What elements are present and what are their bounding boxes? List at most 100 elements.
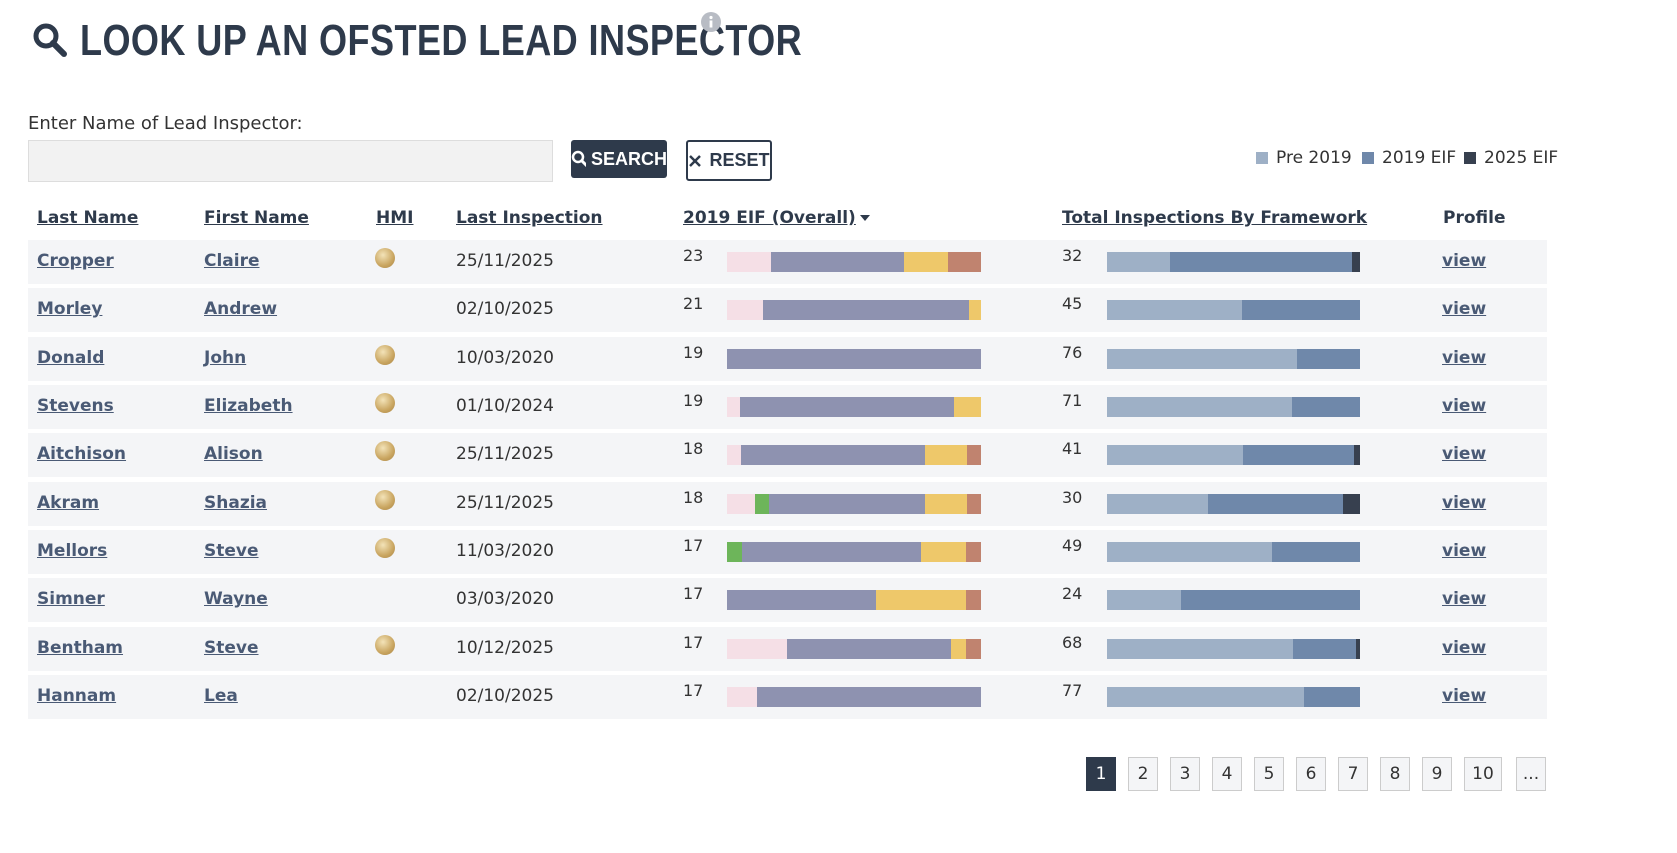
eif-bar — [727, 348, 981, 369]
framework-segment — [1107, 493, 1209, 514]
page-button[interactable]: 3 — [1170, 757, 1200, 791]
last-name-link[interactable]: Cropper — [37, 251, 114, 271]
page-button[interactable]: 9 — [1422, 757, 1452, 791]
hmi-badge — [375, 634, 395, 655]
profile-link[interactable]: view — [1442, 396, 1487, 417]
eif-total: 23 — [683, 246, 704, 265]
framework-segment — [1107, 590, 1181, 611]
last-name-link[interactable]: Simner — [37, 589, 105, 610]
last-name-link[interactable]: Stevens — [37, 396, 114, 417]
column-header[interactable]: HMI — [376, 208, 413, 228]
profile-link[interactable]: view — [1442, 444, 1487, 465]
total-inspections: 30 — [1062, 487, 1083, 507]
eif-segment — [727, 348, 981, 369]
eif-segment — [966, 638, 981, 659]
eif-bar — [727, 445, 981, 466]
last-name-link[interactable]: Aitchison — [37, 444, 127, 465]
framework-segment — [1107, 638, 1294, 659]
first-name-link[interactable]: Wayne — [204, 589, 268, 610]
eif-bar — [727, 687, 981, 708]
profile-link[interactable]: view — [1442, 492, 1487, 513]
first-name-link[interactable]: Alison — [204, 444, 263, 465]
framework-segment — [1180, 590, 1360, 611]
first-name-link[interactable]: Claire — [204, 251, 260, 271]
last-name-link[interactable]: Bentham — [37, 637, 124, 658]
last-name-link[interactable]: Hannam — [37, 686, 117, 707]
framework-bar — [1107, 542, 1360, 563]
total-inspections: 24 — [1062, 584, 1083, 604]
legend-swatch — [1464, 152, 1476, 164]
last-inspection: 25/11/2025 — [456, 492, 554, 513]
eif-segment — [727, 445, 742, 466]
column-header[interactable]: Last Inspection — [456, 208, 603, 228]
profile-link[interactable]: view — [1442, 686, 1487, 707]
page-button[interactable]: 4 — [1212, 757, 1242, 791]
reset-button-text: RESET — [709, 150, 770, 170]
table-row: Mellors Steve 11/03/2020 17 49 view — [28, 530, 1547, 575]
search-label: Enter Name of Lead Inspector: — [28, 113, 303, 134]
eif-segment — [966, 542, 981, 563]
eif-total: 17 — [683, 681, 704, 701]
search-button-text: SEARCH — [590, 148, 667, 169]
first-name-link[interactable]: Steve — [204, 637, 259, 658]
profile-link[interactable]: view — [1442, 251, 1487, 271]
hmi-badge — [375, 441, 395, 462]
framework-bar — [1107, 252, 1360, 272]
first-name-link[interactable]: Elizabeth — [204, 396, 293, 417]
profile-link[interactable]: view — [1442, 541, 1487, 562]
profile-link[interactable]: view — [1442, 347, 1487, 368]
last-name-link[interactable]: Akram — [37, 492, 100, 513]
eif-segment — [924, 445, 967, 466]
page-button[interactable]: 2 — [1128, 757, 1158, 791]
last-name-link[interactable]: Mellors — [37, 541, 108, 562]
eif-segment — [763, 300, 969, 321]
info-icon[interactable] — [701, 12, 721, 32]
first-name-link[interactable]: Andrew — [204, 299, 278, 320]
framework-bar — [1107, 300, 1360, 321]
legend-item: Pre 2019 — [1256, 148, 1352, 168]
page-button[interactable]: ... — [1516, 757, 1546, 791]
table-row: Donald John 10/03/2020 19 76 view — [28, 336, 1547, 381]
profile-link[interactable]: view — [1442, 637, 1487, 658]
legend-item: 2019 EIF — [1362, 148, 1456, 168]
last-inspection: 02/10/2025 — [456, 299, 554, 320]
column-header[interactable]: Total Inspections By Framework — [1062, 208, 1367, 228]
page-button[interactable]: 8 — [1380, 757, 1410, 791]
first-name-link[interactable]: Lea — [204, 686, 238, 707]
eif-total: 17 — [683, 536, 704, 556]
last-name-link[interactable]: Morley — [37, 299, 103, 320]
framework-segment — [1107, 445, 1243, 466]
page-button[interactable]: 5 — [1254, 757, 1284, 791]
framework-segment — [1107, 687, 1305, 708]
eif-bar — [727, 300, 981, 321]
reset-button[interactable]: RESET — [686, 140, 772, 181]
column-header-text: Last Name — [37, 208, 139, 228]
first-name-link[interactable]: Steve — [204, 541, 259, 562]
last-name-link[interactable]: Donald — [37, 347, 105, 368]
eif-total: 18 — [683, 487, 704, 507]
page-button[interactable]: 10 — [1464, 757, 1502, 791]
table-row: Akram Shazia 25/11/2025 18 30 view — [28, 481, 1547, 526]
name-input[interactable] — [28, 140, 553, 182]
last-inspection: 10/03/2020 — [456, 347, 554, 368]
column-header[interactable]: First Name — [204, 208, 309, 228]
column-header-text: 2019 EIF (Overall) — [683, 208, 856, 228]
framework-segment — [1296, 348, 1360, 369]
eif-segment — [966, 445, 981, 466]
first-name-link[interactable]: Shazia — [204, 492, 268, 513]
page-button[interactable]: 1 — [1086, 757, 1116, 791]
search-button[interactable]: SEARCH — [571, 140, 667, 178]
first-name-link[interactable]: John — [204, 347, 247, 368]
column-header[interactable]: Last Name — [37, 208, 138, 228]
profile-link[interactable]: view — [1442, 589, 1487, 610]
page-button[interactable]: 7 — [1338, 757, 1368, 791]
last-inspection: 25/11/2025 — [456, 251, 554, 271]
column-header[interactable]: 2019 EIF (Overall) — [683, 208, 871, 228]
legend-label: 2019 EIF — [1382, 148, 1457, 168]
profile-link[interactable]: view — [1442, 299, 1487, 320]
eif-bar — [727, 542, 981, 563]
page-button[interactable]: 6 — [1296, 757, 1326, 791]
eif-segment — [954, 397, 981, 418]
eif-segment — [756, 687, 981, 708]
